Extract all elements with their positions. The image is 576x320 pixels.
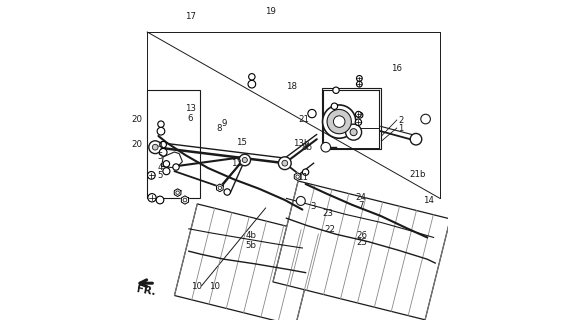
Ellipse shape xyxy=(249,74,255,80)
Ellipse shape xyxy=(152,144,158,150)
Text: 8: 8 xyxy=(217,124,222,132)
Ellipse shape xyxy=(176,191,179,194)
Ellipse shape xyxy=(327,109,351,134)
Ellipse shape xyxy=(331,103,338,109)
Bar xyxy=(175,204,319,320)
Ellipse shape xyxy=(160,148,167,156)
Ellipse shape xyxy=(278,157,291,170)
Text: 6: 6 xyxy=(188,114,193,123)
Bar xyxy=(147,90,200,198)
Ellipse shape xyxy=(355,119,362,125)
Text: 5b: 5b xyxy=(246,241,257,250)
Ellipse shape xyxy=(355,111,361,117)
Text: 15: 15 xyxy=(236,138,247,147)
Text: 4: 4 xyxy=(157,141,163,150)
Ellipse shape xyxy=(160,141,166,148)
Polygon shape xyxy=(175,189,181,196)
Polygon shape xyxy=(217,184,223,192)
Text: 24: 24 xyxy=(355,193,366,202)
Ellipse shape xyxy=(334,116,345,127)
Text: 7: 7 xyxy=(358,201,363,210)
Text: 12: 12 xyxy=(232,159,242,168)
Text: 19: 19 xyxy=(265,7,276,16)
Text: 3: 3 xyxy=(311,202,316,211)
Text: FR.: FR. xyxy=(136,284,157,298)
Ellipse shape xyxy=(410,133,422,145)
Text: 5: 5 xyxy=(157,152,163,161)
Ellipse shape xyxy=(173,164,179,170)
Text: 25: 25 xyxy=(356,238,367,247)
Ellipse shape xyxy=(323,105,356,138)
Ellipse shape xyxy=(147,172,155,179)
Text: 2: 2 xyxy=(399,116,404,124)
Ellipse shape xyxy=(163,161,169,167)
Ellipse shape xyxy=(224,189,230,195)
Ellipse shape xyxy=(156,196,164,204)
Ellipse shape xyxy=(282,160,287,166)
Ellipse shape xyxy=(218,186,222,189)
Ellipse shape xyxy=(149,141,162,154)
Ellipse shape xyxy=(148,194,156,202)
Text: 10: 10 xyxy=(191,282,202,291)
Ellipse shape xyxy=(357,81,362,87)
Text: 13b: 13b xyxy=(293,139,309,148)
Ellipse shape xyxy=(333,87,339,93)
Text: 10: 10 xyxy=(209,282,220,291)
Ellipse shape xyxy=(183,198,187,202)
Text: 13: 13 xyxy=(185,104,196,113)
Text: 4: 4 xyxy=(157,163,163,172)
Text: 21b: 21b xyxy=(410,170,426,179)
Text: 20: 20 xyxy=(131,140,142,149)
Ellipse shape xyxy=(158,121,164,127)
Text: 18: 18 xyxy=(286,82,297,91)
Text: 21: 21 xyxy=(298,115,309,124)
Ellipse shape xyxy=(239,154,251,166)
Text: 17: 17 xyxy=(185,12,196,20)
Text: 8b: 8b xyxy=(302,143,313,152)
Ellipse shape xyxy=(157,127,165,135)
Text: 1: 1 xyxy=(399,124,404,132)
Ellipse shape xyxy=(308,109,316,118)
Polygon shape xyxy=(294,173,301,180)
Text: 9: 9 xyxy=(222,119,228,128)
Ellipse shape xyxy=(302,169,309,175)
Bar xyxy=(273,181,450,320)
Text: 4b: 4b xyxy=(246,231,257,240)
Ellipse shape xyxy=(350,129,357,136)
Polygon shape xyxy=(181,196,188,204)
Text: 20: 20 xyxy=(131,115,142,124)
Text: 11: 11 xyxy=(297,173,308,182)
Ellipse shape xyxy=(321,142,331,152)
Text: 26: 26 xyxy=(356,231,367,240)
Ellipse shape xyxy=(296,196,305,205)
Ellipse shape xyxy=(357,112,363,118)
Bar xyxy=(321,88,381,149)
Text: 16: 16 xyxy=(391,64,402,73)
Ellipse shape xyxy=(248,80,256,88)
Ellipse shape xyxy=(296,175,300,178)
Text: 14: 14 xyxy=(423,196,434,205)
Text: 23: 23 xyxy=(323,209,334,218)
Ellipse shape xyxy=(163,168,170,175)
Text: 22: 22 xyxy=(325,225,336,234)
Ellipse shape xyxy=(346,124,362,140)
Ellipse shape xyxy=(421,114,430,124)
Text: 5: 5 xyxy=(157,171,163,180)
Ellipse shape xyxy=(242,157,247,163)
Ellipse shape xyxy=(357,76,362,81)
